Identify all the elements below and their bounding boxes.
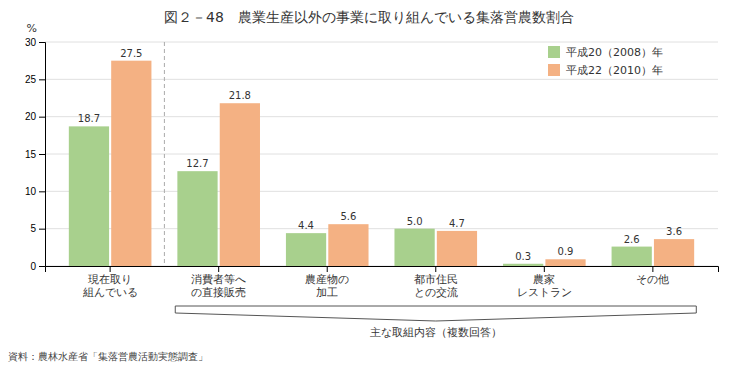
x-tick: 現在取り組んでいる bbox=[82, 266, 138, 298]
y-tick-label: 5 bbox=[30, 223, 36, 234]
bracket bbox=[175, 306, 696, 321]
y-tick: 0 bbox=[30, 261, 45, 272]
grid bbox=[45, 42, 718, 266]
legend-label: 平成22（2010）年 bbox=[566, 64, 663, 77]
x-tick-mark bbox=[435, 266, 436, 272]
legend-label: 平成20（2008）年 bbox=[566, 46, 663, 59]
bracket-line bbox=[436, 313, 697, 321]
bracket-line bbox=[696, 306, 697, 313]
x-axis-line bbox=[46, 267, 719, 273]
series bbox=[111, 61, 694, 266]
legend-item: 平成20（2008）年 bbox=[548, 46, 663, 59]
y-tick: 5 bbox=[30, 223, 45, 234]
y-tick-mark bbox=[39, 154, 45, 155]
bar bbox=[69, 126, 109, 266]
bracket-line bbox=[175, 306, 696, 307]
x-tick-mark bbox=[218, 266, 219, 272]
x-tick-label: 現在取り組んでいる bbox=[82, 273, 138, 298]
source: 資料：農林水産省「集落営農活動実態調査」 bbox=[8, 351, 208, 362]
x-tick: 消費者等への直接販売 bbox=[191, 266, 246, 298]
data-label: 4.4 bbox=[298, 220, 314, 231]
y-axis: 0 5 10 15 20 25 30 bbox=[25, 37, 46, 272]
chart: 図２－48 農業生産以外の事業に取り組んでいる集落営農数割合 0 5 10 15 20 25… bbox=[0, 0, 738, 366]
legend: 平成20（2008）年平成22（2010）年 bbox=[548, 46, 663, 77]
data-label: 0.9 bbox=[558, 246, 574, 257]
bracket-line bbox=[175, 306, 176, 313]
x-tick-label: 農家レストラン bbox=[517, 273, 572, 298]
data-label: 5.6 bbox=[340, 211, 356, 222]
bar bbox=[503, 264, 543, 266]
y-tick: 15 bbox=[25, 149, 45, 160]
data-label: 27.5 bbox=[120, 48, 142, 59]
bar bbox=[612, 247, 652, 266]
bar bbox=[111, 61, 151, 266]
bar bbox=[654, 239, 694, 266]
bar bbox=[545, 259, 585, 266]
data-label: 3.6 bbox=[666, 226, 682, 237]
x-tick-label: その他 bbox=[636, 273, 669, 285]
x-tick-mark bbox=[327, 266, 328, 272]
y-tick-mark bbox=[39, 117, 45, 118]
grid-line bbox=[45, 42, 718, 43]
x-tick-label: 農産物の加工 bbox=[305, 273, 349, 298]
x-tick-mark bbox=[652, 266, 653, 272]
y-tick: 25 bbox=[25, 74, 45, 85]
title: 図２－48 農業生産以外の事業に取り組んでいる集落営農数割合 bbox=[164, 9, 574, 25]
legend-item: 平成22（2010）年 bbox=[548, 64, 663, 77]
series bbox=[69, 126, 652, 266]
bar bbox=[286, 233, 326, 266]
x-tick-label: 消費者等への直接販売 bbox=[191, 273, 246, 298]
data-label: 12.7 bbox=[186, 158, 208, 169]
legend-swatch bbox=[548, 46, 560, 58]
x-tick-mark bbox=[544, 266, 545, 272]
y-axis-line bbox=[39, 43, 46, 267]
x-tick-label: 都市住民との交流 bbox=[414, 273, 458, 298]
legend-swatch bbox=[548, 64, 560, 76]
annotation: 主な取組内容（複数回答） bbox=[370, 326, 502, 339]
y-tick-label: 10 bbox=[25, 186, 37, 197]
data-label: 5.0 bbox=[407, 216, 423, 227]
data-label: 18.7 bbox=[78, 113, 100, 124]
y-tick-label: 25 bbox=[25, 74, 37, 85]
bar bbox=[437, 231, 477, 266]
y-axis-label: % bbox=[27, 22, 37, 35]
y-tick-label: 30 bbox=[25, 37, 37, 48]
data-labels: 18.7 12.7 4.4 5.0 0.3 2.6 27.5 21.8 5.6 4.7 0.9 3.6 bbox=[78, 48, 682, 262]
group-separator bbox=[164, 42, 165, 266]
x-tick-mark bbox=[110, 266, 111, 272]
data-label: 0.3 bbox=[515, 251, 531, 262]
data-label: 4.7 bbox=[449, 218, 465, 229]
y-tick-label: 0 bbox=[30, 261, 36, 272]
y-tick-mark bbox=[39, 79, 45, 80]
x-tick: 都市住民との交流 bbox=[414, 266, 458, 298]
data-label: 21.8 bbox=[229, 90, 251, 101]
bar bbox=[220, 103, 260, 266]
y-tick-mark bbox=[39, 42, 45, 43]
x-tick: その他 bbox=[636, 266, 669, 285]
x-tick: 農家レストラン bbox=[517, 266, 572, 298]
y-tick-mark bbox=[39, 191, 45, 192]
plot: 0 5 10 15 20 25 30% 現在取り組んでいる 消費者等への直接販売 農産物の加工 都市… bbox=[25, 22, 719, 339]
y-tick-label: 15 bbox=[25, 149, 37, 160]
y-tick-mark bbox=[39, 229, 45, 230]
bracket-line bbox=[175, 313, 436, 321]
x-axis: 現在取り組んでいる 消費者等への直接販売 農産物の加工 都市住民との交流 農家レストラン… bbox=[46, 266, 719, 298]
data-label: 2.6 bbox=[624, 234, 640, 245]
bars bbox=[69, 61, 694, 266]
y-tick: 20 bbox=[25, 111, 45, 122]
y-tick: 30 bbox=[25, 37, 45, 48]
bar bbox=[177, 171, 217, 266]
y-tick-mark bbox=[39, 266, 45, 267]
bar bbox=[328, 224, 368, 266]
bar bbox=[394, 229, 434, 266]
y-tick: 10 bbox=[25, 186, 45, 197]
y-tick-label: 20 bbox=[25, 111, 37, 122]
x-tick: 農産物の加工 bbox=[305, 266, 349, 298]
